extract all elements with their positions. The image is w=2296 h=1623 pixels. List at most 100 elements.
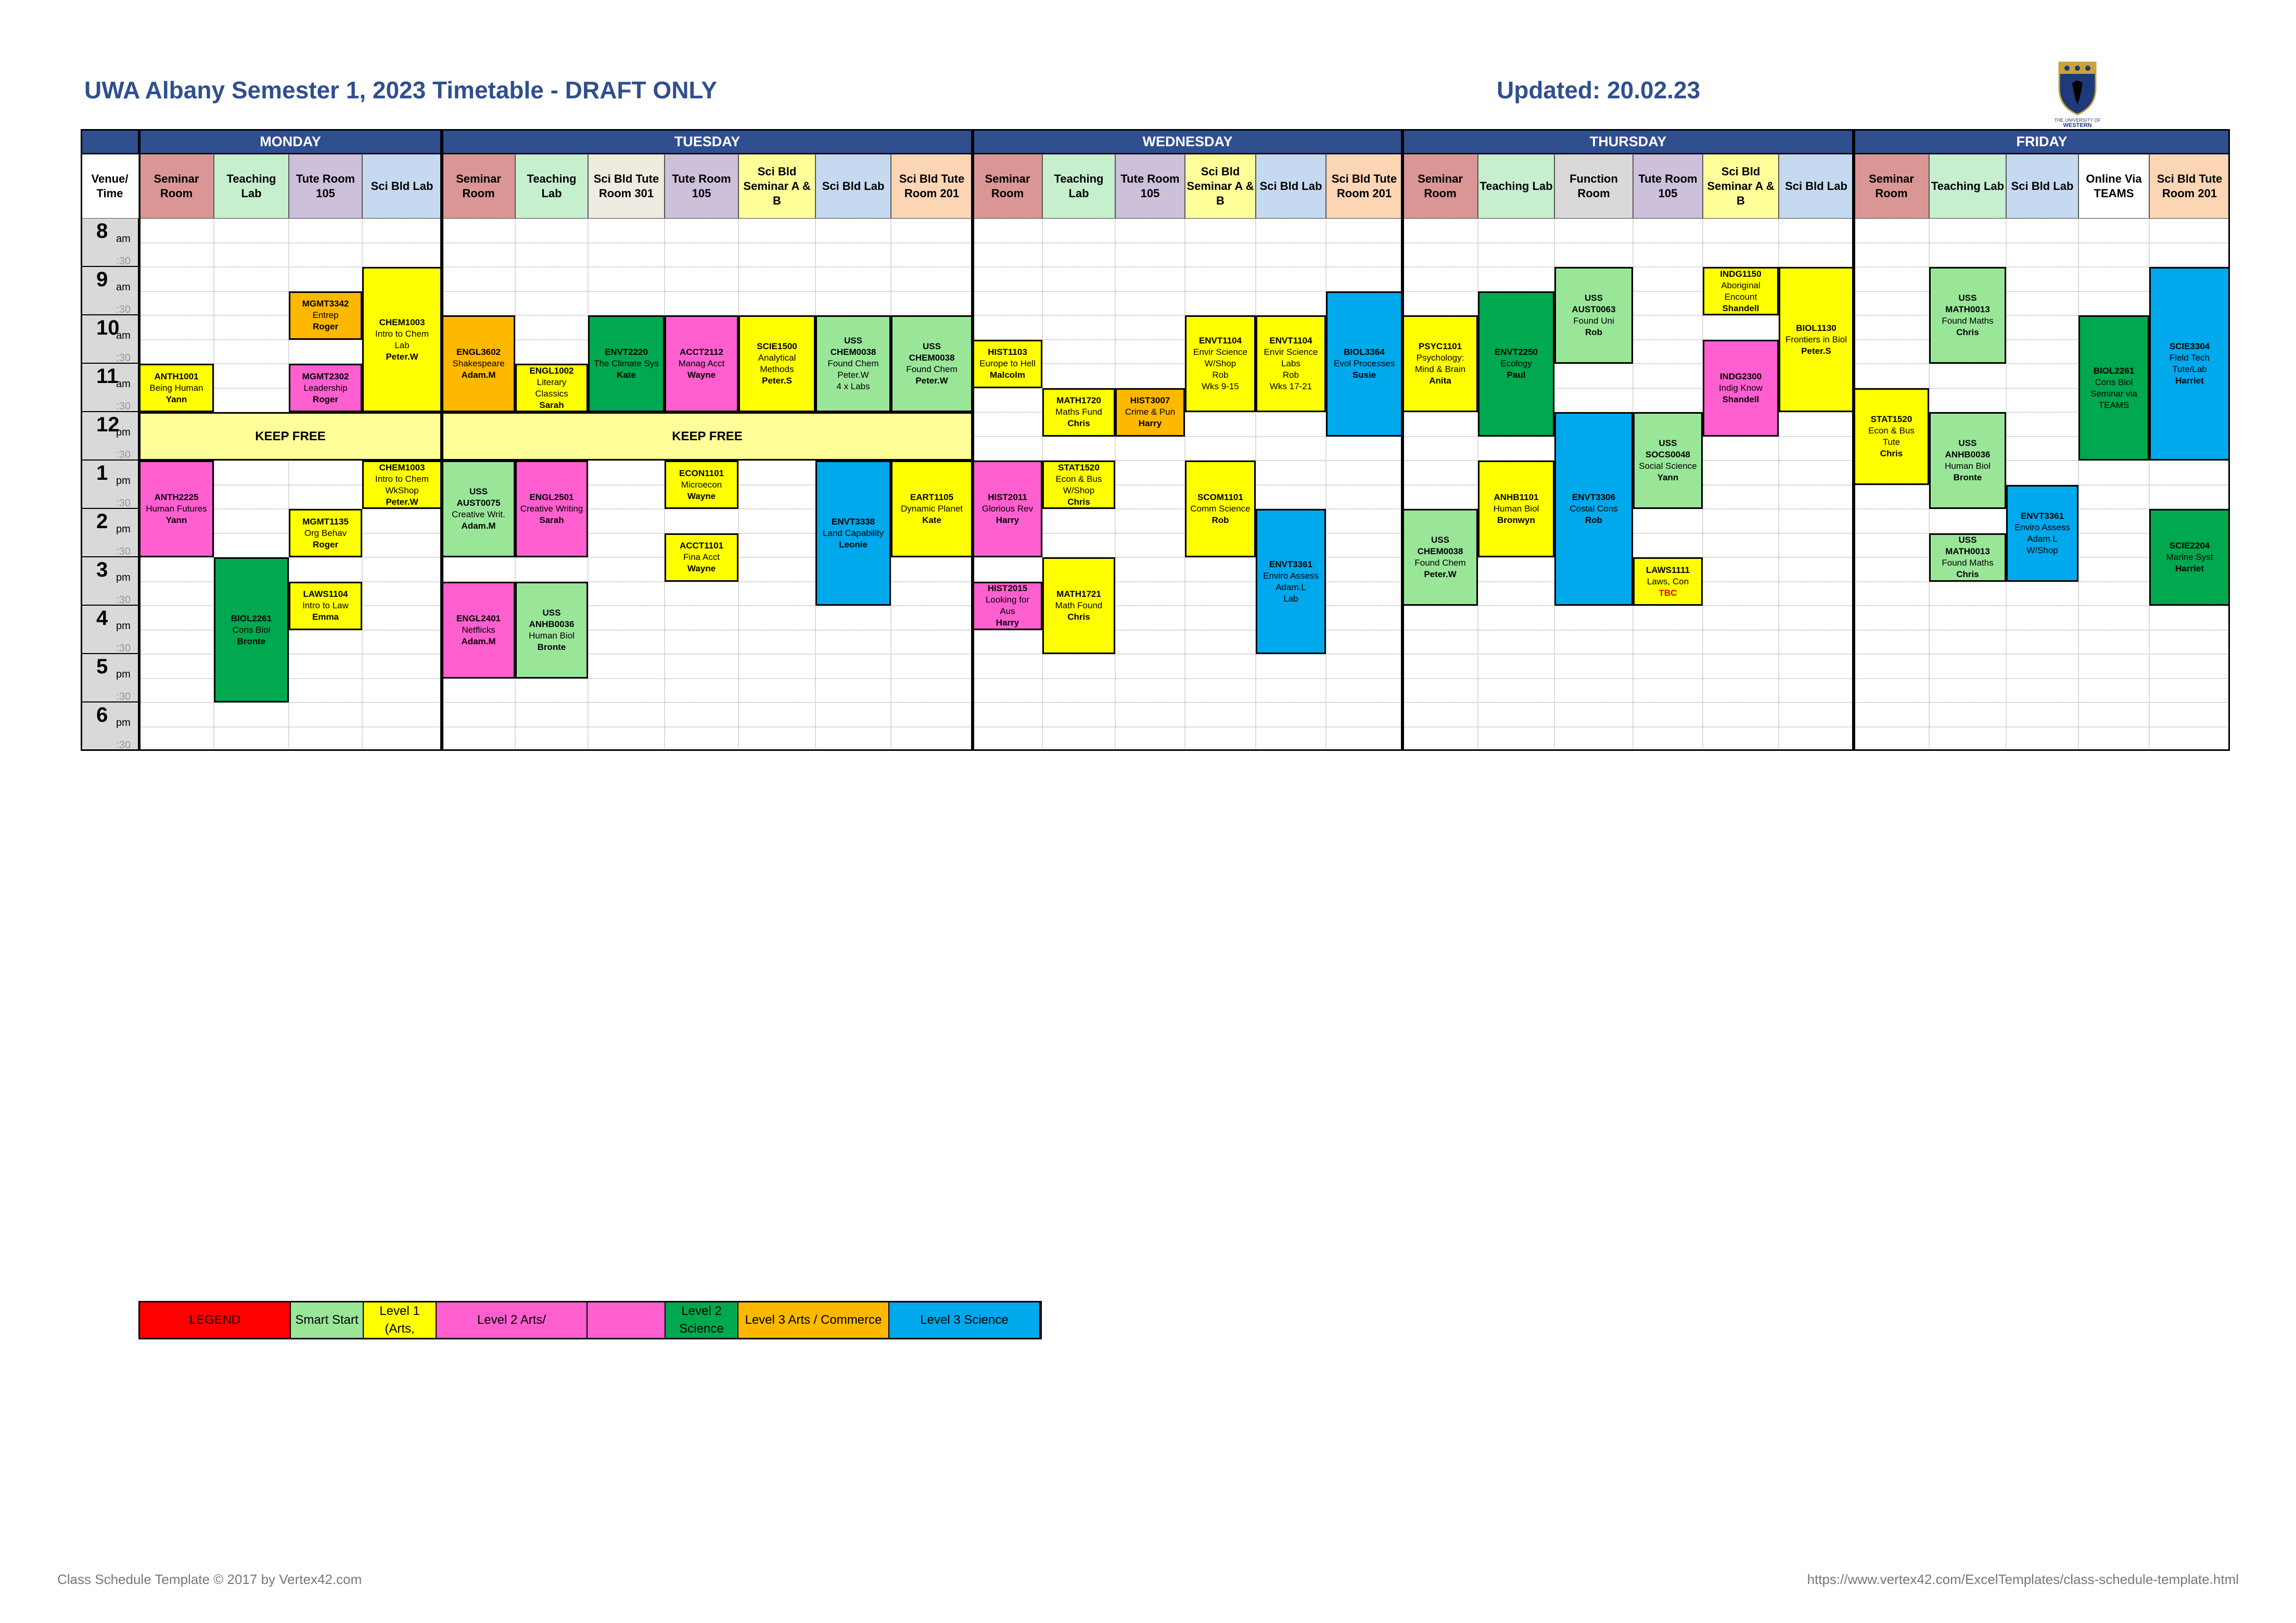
- class-block[interactable]: USS CHEM0038 Found Chem Peter.W 4 x Labs: [815, 315, 891, 412]
- class-block[interactable]: STAT1520 Econ & Bus Tute Chris: [1854, 388, 1929, 485]
- class-block[interactable]: ECON1101 Microecon Wayne: [665, 461, 738, 509]
- time-slot: [1326, 581, 1402, 606]
- class-block[interactable]: USS AUST0063 Found Uni Rob: [1554, 267, 1633, 364]
- course-code: HIST2011: [988, 492, 1027, 502]
- time-slot: [214, 315, 289, 340]
- class-block[interactable]: USS ANHB0036 Human Biol Bronte: [515, 581, 588, 679]
- time-slot: [815, 702, 891, 727]
- class-block[interactable]: ENGL3602 Shakespeare Adam.M: [442, 315, 515, 412]
- course-code: USS: [469, 487, 488, 496]
- class-block[interactable]: ENVT2250 Ecology Paul: [1478, 291, 1554, 437]
- class-block[interactable]: USS CHEM0038 Found Chem Peter.W: [891, 315, 973, 412]
- time-slot: [2006, 339, 2078, 364]
- class-block[interactable]: MATH1721 Math Found Chris: [1042, 557, 1115, 654]
- time-slot: [815, 654, 891, 679]
- course-detail: Labs: [1281, 359, 1300, 368]
- class-block[interactable]: ENVT3361 Enviro Assess Adam.L Lab: [1256, 509, 1326, 654]
- venue-header: Sci Bld Lab: [1256, 154, 1326, 219]
- time-slot: [1554, 364, 1633, 388]
- time-slot: [665, 726, 738, 751]
- class-block[interactable]: ENVT1104 Envir Science W/Shop Rob Wks 9-15: [1185, 315, 1256, 412]
- time-slot: [1185, 242, 1256, 267]
- class-block[interactable]: MGMT1135 Org Behav Roger: [289, 509, 362, 557]
- class-block[interactable]: SCIE3304 Field Tech Tute/Lab Harriet: [2149, 267, 2230, 461]
- class-block[interactable]: HIST2015 Looking for Aus Harry: [973, 581, 1042, 630]
- course-detail: Cons Biol: [2095, 377, 2133, 387]
- time-slot: [1042, 364, 1115, 388]
- class-block[interactable]: INDG2300 Indig Know Shandell: [1703, 339, 1779, 437]
- time-slot: [973, 291, 1042, 315]
- class-block[interactable]: INDG1150 Aboriginal Encount Shandell: [1703, 267, 1779, 315]
- time-slot: [1929, 654, 2006, 679]
- time-slot: [1703, 606, 1779, 630]
- course-detail: Cons Biol: [232, 624, 271, 635]
- time-slot: [1326, 630, 1402, 654]
- time-slot: [1115, 242, 1185, 267]
- class-block[interactable]: HIST1103 Europe to Hell Malcolm: [973, 339, 1042, 388]
- class-block[interactable]: LAWS1111 Laws, Con TBC: [1633, 557, 1703, 606]
- class-block[interactable]: ENVT3338 Land Capability Leonie: [815, 461, 891, 606]
- class-block[interactable]: USS AUST0075 Creative Writ. Adam.M: [442, 461, 515, 557]
- time-slot: [289, 726, 362, 751]
- course-detail: AUST0063: [1572, 304, 1616, 314]
- time-slot: [2006, 726, 2078, 751]
- class-block[interactable]: ENGL1002 Literary Classics Sarah: [515, 364, 588, 412]
- time-slot: [1402, 678, 1478, 702]
- class-block[interactable]: EART1105 Dynamic Planet Kate: [891, 461, 973, 557]
- class-block[interactable]: ANHB1101 Human Biol Bronwyn: [1478, 461, 1554, 557]
- time-slot: [1185, 412, 1256, 437]
- class-block[interactable]: ACCT2112 Manag Acct Wayne: [665, 315, 738, 412]
- course-detail: Econ & Bus: [1055, 474, 1102, 484]
- class-block[interactable]: ENVT3306 Costal Cons Rob: [1554, 412, 1633, 606]
- time-slot: [289, 678, 362, 702]
- class-block[interactable]: BIOL3364 Evol Processes Susie: [1326, 291, 1402, 437]
- class-block[interactable]: HIST2011 Glorious Rev Harry: [973, 461, 1042, 557]
- class-block[interactable]: MGMT2302 Leadership Roger: [289, 364, 362, 412]
- time-slot: [1042, 267, 1115, 291]
- class-block[interactable]: BIOL2261 Cons Biol Bronte: [214, 557, 289, 702]
- time-slot: [973, 654, 1042, 679]
- class-block[interactable]: USS SOCS0048 Social Science Yann: [1633, 412, 1703, 509]
- time-slot: [1478, 606, 1554, 630]
- time-slot: [1402, 219, 1478, 243]
- class-block[interactable]: USS MATH0013 Found Maths Chris: [1929, 533, 2006, 582]
- class-block[interactable]: SCIE2204 Marine Syst Harriet: [2149, 509, 2230, 606]
- class-block[interactable]: CHEM1003 Intro to Chem Lab Peter.W: [362, 267, 442, 412]
- course-detail: Peter.S: [762, 376, 792, 386]
- time-slot: [1402, 702, 1478, 727]
- time-slot: [2006, 412, 2078, 437]
- class-block[interactable]: SCOM1101 Comm Science Rob: [1185, 461, 1256, 557]
- time-slot: [1633, 533, 1703, 557]
- class-block[interactable]: ENVT2220 The Climate Sys Kate: [588, 315, 665, 412]
- class-block[interactable]: STAT1520 Econ & Bus W/Shop Chris: [1042, 461, 1115, 509]
- class-block[interactable]: CHEM1003 Intro to Chem WkShop Peter.W: [362, 461, 442, 509]
- class-block[interactable]: BIOL1130 Frontiers in Biol Peter.S: [1779, 267, 1854, 412]
- time-slot: [1779, 581, 1854, 606]
- class-block[interactable]: MGMT3342 Entrep Roger: [289, 291, 362, 340]
- class-block[interactable]: ENGL2401 Netflicks Adam.M: [442, 581, 515, 679]
- time-slot: [2006, 242, 2078, 267]
- class-block[interactable]: BIOL2261 Cons Biol Seminar via TEAMS: [2078, 315, 2149, 461]
- class-block[interactable]: LAWS1104 Intro to Law Emma: [289, 581, 362, 630]
- time-slot: [665, 242, 738, 267]
- class-block[interactable]: ANTH2225 Human Futures Yann: [139, 461, 214, 557]
- class-block[interactable]: ENGL2501 Creative Writing Sarah: [515, 461, 588, 557]
- class-block[interactable]: MATH1720 Maths Fund Chris: [1042, 388, 1115, 437]
- class-block[interactable]: HIST3007 Crime & Pun Harry: [1115, 388, 1185, 437]
- time-slot: [1703, 654, 1779, 679]
- class-block[interactable]: ENVT3361 Enviro Assess Adam.L W/Shop: [2006, 484, 2078, 582]
- time-slot: [1779, 219, 1854, 243]
- class-block[interactable]: ENVT1104 Envir Science Labs Rob Wks 17-21: [1256, 315, 1326, 412]
- course-code: BIOL1130: [1796, 323, 1836, 333]
- class-block[interactable]: USS MATH0013 Found Maths Chris: [1929, 267, 2006, 364]
- course-detail: Kate: [922, 515, 941, 525]
- class-block[interactable]: SCIE1500 Analytical Methods Peter.S: [738, 315, 815, 412]
- class-block[interactable]: PSYC1101 Psychology: Mind & Brain Anita: [1402, 315, 1478, 412]
- class-block[interactable]: USS ANHB0036 Human Biol Bronte: [1929, 412, 2006, 509]
- class-block[interactable]: ANTH1001 Being Human Yann: [139, 364, 214, 412]
- class-block[interactable]: USS CHEM0038 Found Chem Peter.W: [1402, 509, 1478, 606]
- time-slot: [1633, 339, 1703, 364]
- class-block[interactable]: ACCT1101 Fina Acct Wayne: [665, 533, 738, 582]
- course-detail: Human Biol: [1493, 504, 1539, 514]
- time-slot: [1115, 509, 1185, 533]
